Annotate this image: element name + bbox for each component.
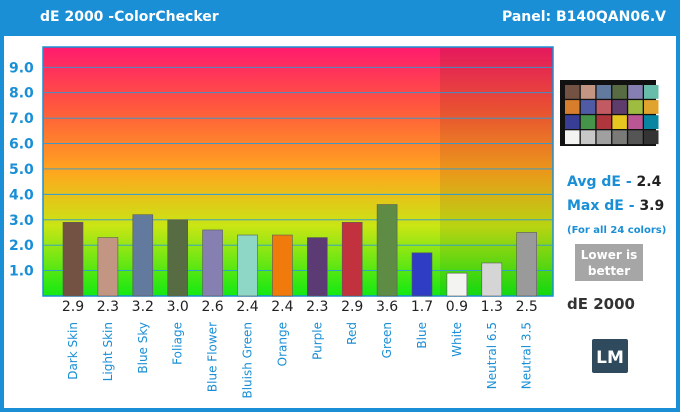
category-label: Blue Sky [136,322,150,374]
bars [62,204,538,297]
colorchecker-swatch [580,100,596,114]
bar [481,262,503,297]
colorchecker-image [565,85,659,145]
y-tick-label: 5.0 [9,162,34,178]
value-label: 2.9 [62,299,84,315]
value-label: 2.3 [97,299,119,315]
bar [341,222,363,297]
colorchecker-swatch [612,130,627,145]
y-axis: 1.0 2.0 3.0 4.0 5.0 6.0 7.0 8.0 9.0 [9,60,34,279]
category-label: Dark Skin [66,322,80,380]
y-tick-label: 7.0 [9,111,34,127]
value-label: 2.3 [306,299,328,315]
y-tick-label: 9.0 [9,60,34,76]
colorchecker-swatch [580,115,596,129]
bar [167,219,188,297]
value-label: 2.4 [271,299,293,315]
value-label: 2.5 [516,299,538,315]
avg-de-value: 2.4 [637,174,662,190]
bar [272,234,293,297]
colorchecker-swatch [596,115,612,129]
laptopmedia-logo [592,339,628,373]
colorchecker-swatch [628,100,643,114]
colorchecker-swatch [628,85,643,99]
category-label: Green [380,322,394,358]
category-label: Blue [415,322,429,349]
colorchecker-swatch [565,115,580,129]
bar [446,272,468,297]
category-label: Neutral 3.5 [520,322,534,389]
colorchecker-swatch [565,130,580,145]
max-de-value: 3.9 [639,198,664,214]
colorchecker-swatch [596,130,612,145]
colorchecker-swatch [596,85,612,99]
value-label: 1.7 [411,299,433,315]
colorchecker-swatch [644,85,659,99]
colorchecker-swatch [628,130,643,145]
category-labels: Dark Skin Light Skin Blue Sky Foliage Blue F… [66,322,534,399]
category-label: Purple [310,322,324,360]
category-label: Foliage [171,322,185,365]
value-label: 2.4 [236,299,258,315]
bar [237,234,258,297]
colorchecker-swatch [644,115,659,129]
value-label: 1.3 [481,299,503,315]
category-label: Bluish Green [241,322,255,399]
colorchecker-swatch [628,115,643,129]
y-tick-label: 3.0 [9,213,34,229]
category-label: Neutral 6.5 [485,322,499,389]
bar [306,237,328,297]
lower-is-better-line2: better [588,264,630,278]
bar [516,232,538,297]
bar [376,204,398,297]
colorchecker-swatch [612,100,627,114]
y-tick-label: 8.0 [9,86,34,102]
laptopmedia-logo-text: LM [596,348,624,368]
value-label: 2.9 [341,299,363,315]
category-label: Light Skin [101,322,115,381]
chart-title: dE 2000 [567,295,635,313]
chart-header-title: dE 2000 -ColorChecker [40,9,219,25]
colorchecker-swatch [565,85,580,99]
bar [411,252,433,297]
value-label: 2.6 [201,299,223,315]
value-labels: 2.9 2.3 3.2 3.0 2.6 2.4 2.4 2.3 2.9 3.6 1.7 0.9 1.3 2… [62,299,538,315]
lower-is-better-box [575,244,643,281]
category-label: White [450,322,464,357]
y-tick-label: 2.0 [9,238,34,254]
colorchecker-swatch [644,100,659,114]
panel-label: Panel: B140QAN06.V [501,9,666,25]
category-label: Blue Flower [206,322,220,392]
y-tick-label: 4.0 [9,187,34,203]
colorchecker-swatch [580,130,596,145]
all-colors-note: (For all 24 colors) [567,225,666,236]
value-label: 3.2 [132,299,154,315]
bar [97,237,119,297]
grid-lines [43,66,553,272]
value-label: 3.0 [167,299,189,315]
category-label: Orange [275,322,289,366]
value-label: 3.6 [376,299,398,315]
bar [202,229,223,297]
colorchecker-swatch [565,100,580,114]
lower-is-better-line1: Lower is [581,248,637,262]
colorchecker-swatch [612,115,627,129]
bar [132,214,154,297]
colorchecker-swatch [644,130,659,145]
bar [62,222,84,297]
colorchecker-swatch [596,100,612,114]
max-de-label: Max dE - 3.9 [567,198,664,214]
colorchecker-swatch [612,85,627,99]
colorchecker-swatch [580,85,596,99]
y-tick-label: 6.0 [9,137,34,153]
y-tick-label: 1.0 [9,264,34,280]
category-label: Red [345,322,359,345]
plot-area-border [42,46,554,297]
value-label: 0.9 [446,299,468,315]
avg-de-label: Avg dE - 2.4 [567,174,662,190]
